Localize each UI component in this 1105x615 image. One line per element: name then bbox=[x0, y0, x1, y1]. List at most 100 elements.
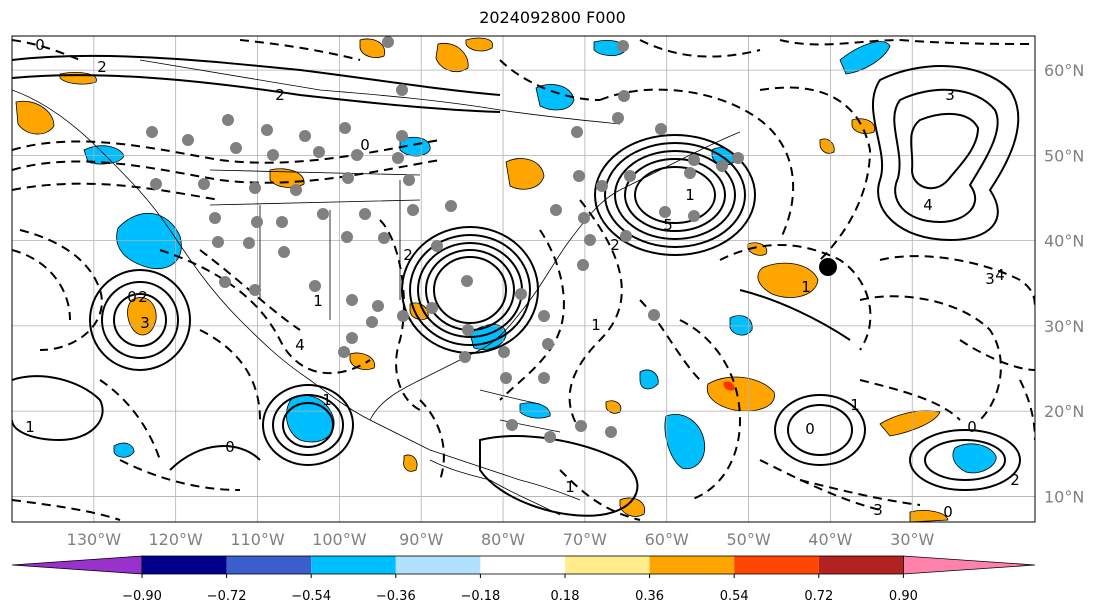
contour-label: 3 bbox=[985, 270, 995, 288]
colorbar: −0.90 −0.72 −0.54 −0.36 −0.18 0.18 0.36 0.54 0.7… bbox=[11, 555, 1036, 604]
colorbar-tick-label: −0.36 bbox=[376, 589, 416, 604]
station-dot bbox=[182, 134, 194, 146]
colorbar-segment bbox=[142, 556, 227, 574]
station-dot bbox=[309, 280, 321, 292]
station-dot bbox=[445, 200, 457, 212]
station-dot bbox=[573, 170, 585, 182]
station-dot bbox=[396, 130, 408, 142]
station-dot bbox=[620, 230, 632, 242]
station-dot bbox=[659, 206, 671, 218]
station-dot bbox=[500, 372, 512, 384]
station-dot bbox=[146, 126, 158, 138]
contour-label: 2 bbox=[403, 246, 413, 264]
station-dot bbox=[426, 302, 438, 314]
positive-anomaly-fills bbox=[15, 37, 949, 522]
lat-tick-label: 30°N bbox=[1044, 317, 1084, 336]
lat-tick-label: 50°N bbox=[1044, 146, 1084, 165]
colorbar-segment bbox=[649, 556, 735, 574]
contour-label: 4 bbox=[995, 266, 1005, 284]
station-dot bbox=[219, 276, 231, 288]
colorbar-segment bbox=[480, 556, 565, 574]
contour-label: 1 bbox=[850, 396, 860, 414]
contour-label: 3 bbox=[140, 314, 150, 332]
lat-lon-grid bbox=[12, 36, 1035, 522]
station-dot bbox=[618, 90, 630, 102]
contour-label: 1 bbox=[801, 278, 811, 296]
station-dot bbox=[596, 180, 608, 192]
station-dot bbox=[688, 210, 700, 222]
station-dot bbox=[571, 126, 583, 138]
station-dot bbox=[313, 146, 325, 158]
station-dot bbox=[317, 208, 329, 220]
colorbar-segment bbox=[818, 556, 904, 574]
station-dot bbox=[222, 114, 234, 126]
lat-tick-labels: 60°N 50°N 40°N 30°N 20°N 10°N bbox=[1044, 61, 1084, 506]
station-dot bbox=[538, 372, 550, 384]
dashed-contours bbox=[12, 39, 1035, 521]
station-dot bbox=[276, 216, 288, 228]
contour-label: 1 bbox=[685, 186, 695, 204]
colorbar-low-extend bbox=[11, 555, 143, 575]
map-frame bbox=[11, 35, 1036, 523]
station-dot bbox=[407, 204, 419, 216]
station-dot bbox=[498, 346, 510, 358]
station-dot bbox=[267, 149, 279, 161]
contour-label: 2 bbox=[275, 86, 285, 104]
colorbar-tick-label: 0.72 bbox=[804, 589, 833, 604]
contour-label: 2 bbox=[138, 288, 148, 306]
contour-label: 2 bbox=[97, 58, 107, 76]
contour-label: 1 bbox=[25, 418, 35, 436]
station-dot bbox=[392, 152, 404, 164]
colorbar-segment bbox=[226, 556, 312, 574]
lon-tick-label: 100°W bbox=[312, 530, 367, 549]
station-dot bbox=[688, 154, 700, 166]
colorbar-tick-label: 0.18 bbox=[551, 589, 580, 604]
station-dot bbox=[538, 310, 550, 322]
station-dot bbox=[261, 124, 273, 136]
lon-tick-label: 50°W bbox=[726, 530, 770, 549]
contour-label: 1 bbox=[591, 316, 601, 334]
station-dot bbox=[346, 294, 358, 306]
colorbar-segment bbox=[395, 556, 481, 574]
lon-tick-label: 40°W bbox=[808, 530, 852, 549]
station-dot bbox=[198, 178, 210, 190]
station-dot bbox=[249, 284, 261, 296]
colorbar-segment bbox=[565, 556, 650, 574]
colorbar-tick-label: 0.54 bbox=[720, 589, 749, 604]
station-dot bbox=[612, 112, 624, 124]
contour-label: 0 bbox=[967, 418, 977, 436]
station-dot bbox=[624, 170, 636, 182]
station-dot bbox=[342, 172, 354, 184]
station-dot bbox=[462, 324, 474, 336]
coastlines bbox=[12, 59, 741, 516]
contour-label: 0 bbox=[943, 503, 953, 521]
contour-label: 1 bbox=[565, 478, 575, 496]
contour-label: 2 bbox=[610, 236, 620, 254]
contour-label: 2 bbox=[1010, 471, 1020, 489]
colorbar-tick-label: 0.36 bbox=[635, 589, 664, 604]
contour-label: 0 bbox=[805, 420, 815, 438]
contour-label: 3 bbox=[873, 501, 883, 519]
station-dot bbox=[382, 36, 394, 48]
station-dot bbox=[378, 232, 390, 244]
colorbar-high-extend bbox=[903, 555, 1036, 575]
station-dot bbox=[578, 212, 590, 224]
station-dot bbox=[249, 182, 261, 194]
station-dot bbox=[251, 216, 263, 228]
station-dot bbox=[346, 332, 358, 344]
map-background bbox=[12, 36, 1035, 522]
station-dot bbox=[716, 160, 728, 172]
station-dot bbox=[230, 142, 242, 154]
contour-label: 1 bbox=[313, 292, 323, 310]
station-dot bbox=[431, 240, 443, 252]
lat-tick-label: 10°N bbox=[1044, 487, 1084, 506]
station-dot bbox=[605, 426, 617, 438]
lon-tick-label: 30°W bbox=[890, 530, 934, 549]
contour-label: 1 bbox=[322, 391, 332, 409]
lon-tick-label: 130°W bbox=[67, 530, 122, 549]
station-dot bbox=[461, 275, 473, 287]
colorbar-segment bbox=[311, 556, 396, 574]
station-dot bbox=[209, 212, 221, 224]
lat-tick-label: 40°N bbox=[1044, 232, 1084, 251]
station-dot bbox=[299, 130, 311, 142]
